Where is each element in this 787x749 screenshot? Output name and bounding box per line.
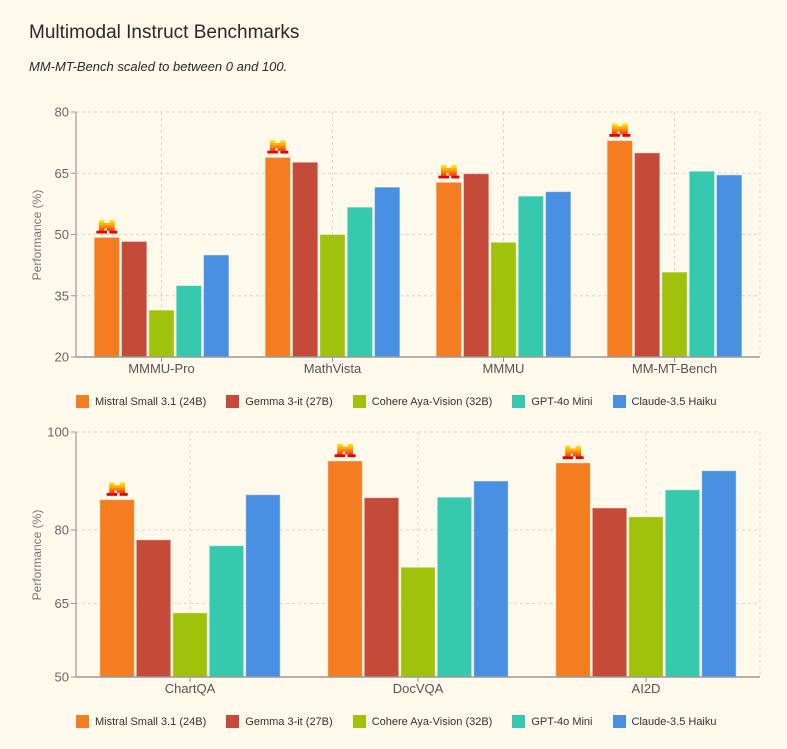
legend-label: GPT-4o Mini bbox=[531, 715, 593, 728]
bar-claude-3-5-haiku-docvqa bbox=[473, 480, 509, 678]
legend-item-mistral-small-3-1-24b[interactable]: Mistral Small 3.1 (24B) bbox=[76, 395, 206, 408]
y-tick-label: 80 bbox=[55, 523, 69, 538]
bar-gemma-3-it-27b-mmmu bbox=[462, 173, 490, 358]
legend-item-claude-3-5-haiku[interactable]: Claude-3.5 Haiku bbox=[612, 715, 717, 728]
bar-cohere-aya-vision-32b-chartqa bbox=[172, 612, 208, 678]
y-tick-label: 65 bbox=[55, 166, 69, 181]
x-tick-label: MathVista bbox=[304, 361, 362, 376]
x-tick-label: MMMU-Pro bbox=[128, 361, 194, 376]
y-tick-label: 80 bbox=[55, 105, 69, 120]
bar-gpt-4o-mini-ai2d bbox=[664, 489, 701, 678]
legend-item-gpt-4o-mini[interactable]: GPT-4o Mini bbox=[512, 395, 593, 408]
legend-item-gpt-4o-mini[interactable]: GPT-4o Mini bbox=[512, 715, 593, 728]
legend-label: Claude-3.5 Haiku bbox=[631, 395, 717, 408]
legend-label: Cohere Aya-Vision (32B) bbox=[371, 395, 493, 408]
y-tick-label: 20 bbox=[55, 350, 69, 365]
legend-item-gemma-3-it-27b[interactable]: Gemma 3-it (27B) bbox=[226, 715, 333, 728]
bar-claude-3-5-haiku-chartqa bbox=[245, 494, 281, 678]
legend-swatch bbox=[612, 715, 626, 728]
x-tick-label: AI2D bbox=[632, 681, 661, 696]
x-tick-label: MMMU bbox=[483, 361, 525, 376]
legend-swatch bbox=[352, 395, 366, 408]
bar-gemma-3-it-27b-mm-mt-bench bbox=[633, 152, 661, 358]
bar-gpt-4o-mini-chartqa bbox=[208, 545, 245, 678]
legend-label: GPT-4o Mini bbox=[531, 395, 593, 408]
y-tick-label: 100 bbox=[47, 425, 69, 440]
bar-gemma-3-it-27b-ai2d bbox=[591, 507, 628, 678]
bar-gpt-4o-mini-docvqa bbox=[436, 496, 473, 678]
legend-swatch bbox=[612, 395, 626, 408]
bar-mistral-small-3-1-24b-mmmu-pro bbox=[93, 236, 120, 358]
legend-swatch bbox=[512, 395, 526, 408]
mistral-logo-icon bbox=[106, 482, 128, 496]
y-axis-label: Performance (%) bbox=[30, 510, 44, 601]
legend-top: Mistral Small 3.1 (24B) Gemma 3-it (27B) C… bbox=[76, 395, 717, 408]
mistral-logo-icon bbox=[438, 165, 460, 179]
bar-mistral-small-3-1-24b-chartqa bbox=[99, 499, 135, 678]
bar-claude-3-5-haiku-mathvista bbox=[374, 186, 401, 358]
legend-swatch bbox=[352, 715, 366, 728]
legend-swatch bbox=[76, 715, 89, 728]
bar-gpt-4o-mini-mmmu-pro bbox=[175, 285, 203, 358]
legend-item-mistral-small-3-1-24b[interactable]: Mistral Small 3.1 (24B) bbox=[76, 715, 206, 728]
legend-swatch bbox=[226, 715, 240, 728]
legend-item-cohere-aya-vision-32b[interactable]: Cohere Aya-Vision (32B) bbox=[352, 395, 493, 408]
legend-swatch bbox=[76, 395, 89, 408]
y-tick-label: 50 bbox=[55, 670, 69, 685]
legend-label: Gemma 3-it (27B) bbox=[245, 395, 333, 408]
legend-label: Claude-3.5 Haiku bbox=[631, 715, 717, 728]
bar-gemma-3-it-27b-chartqa bbox=[135, 539, 172, 678]
bar-cohere-aya-vision-32b-docvqa bbox=[400, 566, 436, 678]
bar-claude-3-5-haiku-mmmu-pro bbox=[203, 254, 230, 358]
x-tick-label: MM-MT-Bench bbox=[632, 361, 717, 376]
bar-gemma-3-it-27b-mmmu-pro bbox=[120, 240, 148, 358]
bar-mistral-small-3-1-24b-docvqa bbox=[327, 460, 363, 678]
bar-mistral-small-3-1-24b-mathvista bbox=[264, 156, 291, 358]
bar-cohere-aya-vision-32b-ai2d bbox=[628, 516, 664, 678]
x-tick-label: DocVQA bbox=[393, 681, 444, 696]
bar-mistral-small-3-1-24b-mmmu bbox=[435, 181, 462, 358]
y-tick-label: 35 bbox=[55, 288, 69, 303]
legend-item-claude-3-5-haiku[interactable]: Claude-3.5 Haiku bbox=[612, 395, 717, 408]
page-subtitle: MM-MT-Bench scaled to between 0 and 100. bbox=[29, 59, 288, 74]
bar-mistral-small-3-1-24b-ai2d bbox=[555, 462, 591, 678]
y-axis-label: Performance (%) bbox=[30, 190, 44, 281]
legend-bottom: Mistral Small 3.1 (24B) Gemma 3-it (27B) C… bbox=[76, 715, 717, 728]
bar-gpt-4o-mini-mathvista bbox=[346, 206, 374, 358]
bar-gemma-3-it-27b-docvqa bbox=[363, 497, 400, 678]
bar-gpt-4o-mini-mm-mt-bench bbox=[688, 170, 716, 358]
legend-item-cohere-aya-vision-32b[interactable]: Cohere Aya-Vision (32B) bbox=[352, 715, 493, 728]
bar-cohere-aya-vision-32b-mm-mt-bench bbox=[661, 271, 688, 358]
legend-label: Mistral Small 3.1 (24B) bbox=[95, 395, 207, 408]
bar-mistral-small-3-1-24b-mm-mt-bench bbox=[606, 140, 633, 358]
legend-label: Gemma 3-it (27B) bbox=[245, 715, 333, 728]
y-tick-label: 50 bbox=[55, 227, 69, 242]
legend-label: Cohere Aya-Vision (32B) bbox=[371, 715, 493, 728]
page-title: Multimodal Instruct Benchmarks bbox=[29, 22, 300, 43]
bar-cohere-aya-vision-32b-mmmu-pro bbox=[148, 309, 175, 358]
bar-claude-3-5-haiku-ai2d bbox=[701, 470, 737, 678]
mistral-logo-icon bbox=[96, 220, 118, 234]
legend-label: Mistral Small 3.1 (24B) bbox=[95, 715, 207, 728]
y-tick-label: 65 bbox=[55, 596, 69, 611]
bar-gpt-4o-mini-mmmu bbox=[517, 195, 545, 358]
bar-gemma-3-it-27b-mathvista bbox=[291, 161, 319, 358]
mistral-logo-icon bbox=[334, 443, 356, 458]
mistral-logo-icon bbox=[609, 123, 631, 137]
mistral-logo-icon bbox=[267, 140, 289, 154]
legend-swatch bbox=[226, 395, 240, 408]
legend-item-gemma-3-it-27b[interactable]: Gemma 3-it (27B) bbox=[226, 395, 333, 408]
x-tick-label: ChartQA bbox=[165, 681, 216, 696]
legend-swatch bbox=[512, 715, 526, 728]
mistral-logo-icon bbox=[562, 445, 584, 460]
